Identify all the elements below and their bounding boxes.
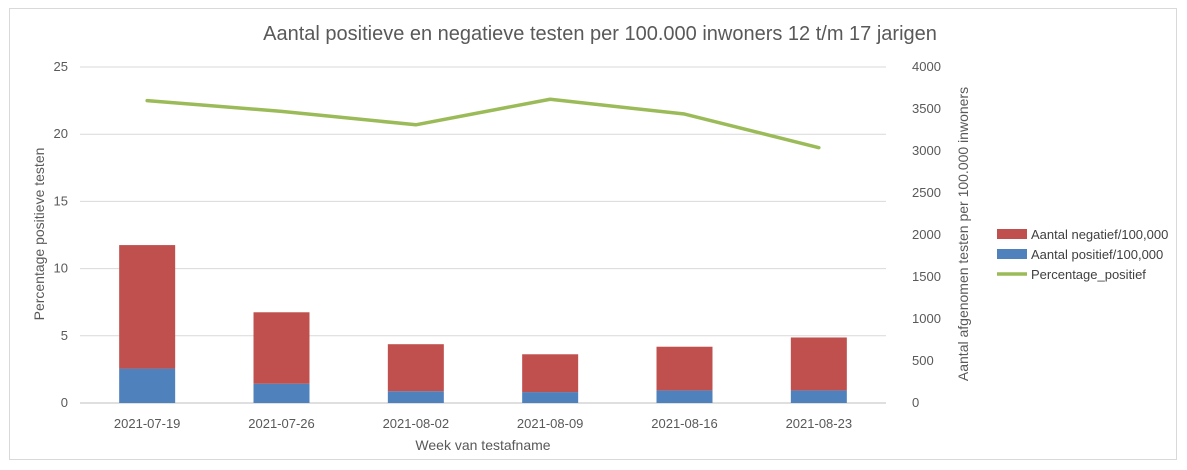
y-axis-left-title: Percentage positieve testen	[31, 148, 47, 321]
y-axis-right-title: Aantal afgenomen testen per 100.000 inwo…	[955, 87, 971, 381]
bar-negatief	[522, 354, 579, 393]
bar-positief	[387, 391, 444, 403]
gridlines	[80, 66, 886, 404]
legend: Aantal negatief/100,000 Aantal positief/1…	[997, 227, 1168, 282]
x-tick-label: 2021-07-26	[248, 416, 315, 431]
y-left-tick-label: 15	[54, 193, 68, 208]
bar-positief	[656, 390, 713, 403]
line-point	[415, 124, 417, 126]
bar-positief	[119, 368, 176, 403]
bar-negatief	[119, 245, 176, 369]
y-right-tick-label: 3000	[912, 143, 941, 158]
legend-label: Aantal negatief/100,000	[1031, 227, 1168, 242]
bar-negatief	[387, 344, 444, 392]
y-right-tick-label: 500	[912, 353, 934, 368]
line-point	[281, 110, 282, 112]
bar-positief	[253, 383, 310, 403]
x-axis-title: Week van testafname	[415, 437, 550, 453]
y-right-tick-label: 2000	[912, 227, 941, 242]
bars-group	[119, 245, 847, 403]
y-left-tick-label: 25	[54, 59, 68, 74]
y-right-tick-label: 0	[912, 395, 919, 410]
line-point	[684, 113, 685, 115]
tick-labels: 0 5 10 15 20 25 0 500 1000 1500 2000 2500 3000 3500 40…	[54, 59, 941, 431]
y-left-tick-label: 10	[54, 261, 68, 276]
x-tick-label: 2021-08-09	[517, 416, 584, 431]
bar-negatief	[656, 346, 713, 391]
y-right-tick-label: 1000	[912, 311, 941, 326]
legend-swatch-bar	[997, 229, 1027, 239]
bar-positief	[522, 392, 579, 403]
chart-title: Aantal positieve en negatieve testen per…	[263, 23, 937, 45]
x-tick-label: 2021-07-19	[114, 416, 181, 431]
x-tick-label: 2021-08-16	[651, 416, 718, 431]
y-right-tick-label: 2500	[912, 185, 941, 200]
line-percentage-positief	[145, 97, 821, 150]
legend-label: Aantal positief/100,000	[1031, 247, 1163, 262]
legend-label: Percentage_positief	[1031, 267, 1146, 282]
y-right-tick-label: 4000	[912, 59, 941, 74]
line-series-group	[145, 97, 821, 150]
x-tick-label: 2021-08-02	[383, 416, 450, 431]
y-left-tick-label: 5	[61, 328, 68, 343]
y-left-tick-label: 20	[54, 126, 68, 141]
chart-frame	[9, 8, 1177, 460]
x-tick-label: 2021-08-23	[786, 416, 853, 431]
line-point	[146, 100, 148, 102]
y-right-tick-label: 3500	[912, 101, 941, 116]
legend-swatch-bar	[997, 249, 1027, 259]
line-point	[549, 98, 551, 100]
line-point	[818, 147, 820, 149]
bar-positief	[790, 390, 847, 403]
bar-negatief	[253, 312, 310, 384]
y-left-tick-label: 0	[61, 395, 68, 410]
bar-negatief	[790, 337, 847, 391]
y-right-tick-label: 1500	[912, 269, 941, 284]
